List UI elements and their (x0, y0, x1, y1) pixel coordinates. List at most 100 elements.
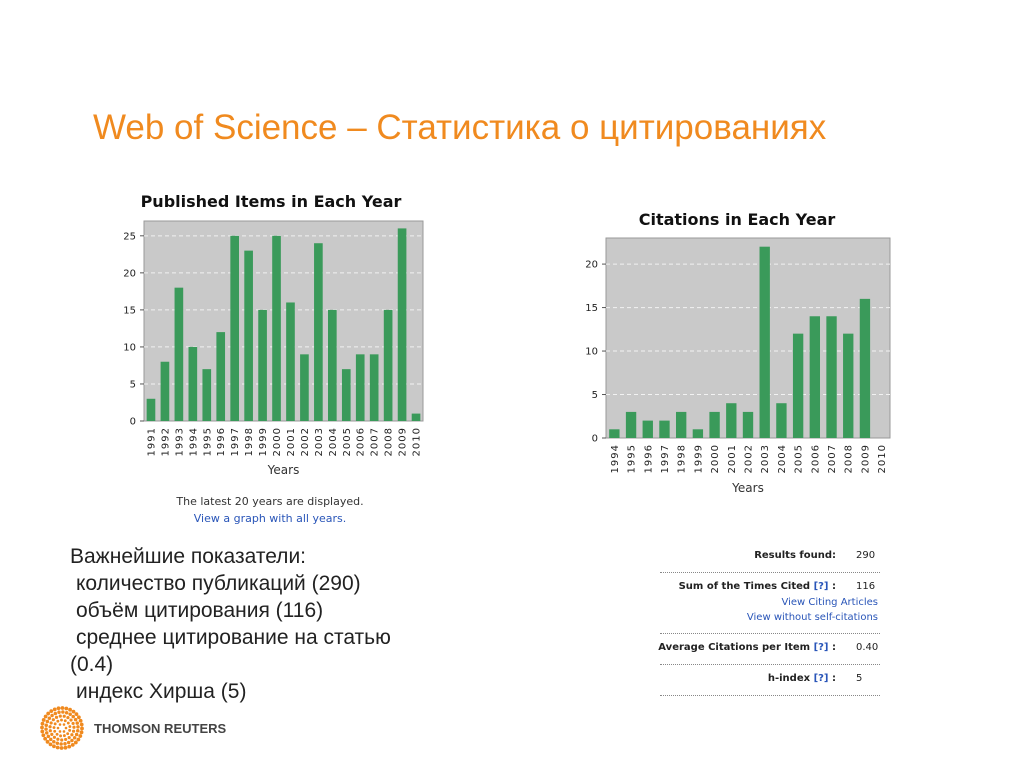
logo-dot (53, 711, 58, 716)
average-help-link[interactable]: [?] (813, 642, 829, 653)
x-tick-label: 1998 (244, 427, 255, 456)
x-tick-label: 1996 (216, 427, 227, 456)
bar-2010 (411, 413, 421, 421)
logo-dot (53, 729, 57, 733)
logo-dot (70, 733, 74, 737)
x-tick-label: 2008 (384, 427, 395, 456)
bar-2005 (792, 333, 804, 438)
x-tick-label: 2002 (300, 427, 311, 456)
y-tick-label: 15 (585, 303, 598, 314)
h-index-row: h-index [?] : 5 (660, 673, 880, 687)
logo-dot (60, 718, 63, 722)
x-tick-label: 2005 (342, 427, 353, 456)
x-tick-label: 2007 (370, 427, 381, 456)
key-indicators-list: Важнейшие показатели: количество публика… (70, 543, 490, 705)
bar-1998 (675, 411, 687, 438)
logo-dot (55, 745, 60, 750)
chart-title: Citations in Each Year (639, 210, 836, 229)
bar-2003 (314, 243, 323, 421)
logo-dot (40, 721, 45, 726)
brand-name: THOMSON REUTERS (94, 721, 227, 736)
x-tick-label: 2002 (744, 444, 755, 473)
x-tick-label: 1999 (693, 444, 704, 473)
logo-dot (68, 712, 72, 717)
y-tick-label: 20 (585, 260, 598, 271)
view-all-years-link[interactable]: View a graph with all years. (193, 512, 347, 525)
h-index-help-link[interactable]: [?] (813, 673, 829, 684)
logo-dot (58, 723, 62, 726)
logo-dot (71, 709, 76, 714)
logo-dot (72, 725, 76, 729)
bar-1999 (692, 429, 704, 438)
bar-2008 (383, 309, 393, 421)
average-citations-label: Average Citations per Item [?] : (658, 642, 836, 653)
bar-2006 (355, 354, 365, 421)
logo-dot (55, 732, 59, 736)
logo-dot (49, 721, 53, 725)
bar-2004 (776, 403, 787, 438)
bar-1993 (174, 287, 184, 421)
indicators-heading: Важнейшие показатели: (70, 545, 307, 568)
published-items-chart: Published Items in Each Year 0 5 10 15 20 25 19… (123, 192, 424, 477)
logo-dot (61, 710, 65, 714)
logo-dot (40, 729, 45, 734)
thomson-reuters-logo-icon (40, 706, 84, 750)
logo-dot (51, 718, 55, 722)
logo-dot (58, 714, 62, 718)
x-tick-label: 1998 (677, 444, 688, 473)
logo-dot (76, 715, 81, 720)
logo-dot (43, 736, 48, 741)
x-tick-label: 2008 (844, 444, 855, 473)
bar-2005 (341, 369, 351, 421)
logo-dot (70, 738, 74, 743)
bar-1997 (659, 420, 670, 438)
view-citing-articles-link[interactable]: View Citing Articles (781, 597, 878, 608)
x-tick-label: 1992 (160, 427, 171, 456)
logo-dot (78, 718, 83, 723)
sum-times-cited-label: Sum of the Times Cited [?] : (678, 581, 836, 592)
bar-1998 (244, 250, 253, 421)
citation-report-stats: Results found: 290 Sum of the Times Cite… (658, 550, 880, 704)
logo-dot (47, 716, 52, 720)
logo-dot (52, 744, 56, 749)
logo-dot (67, 744, 72, 749)
logo-dot (78, 734, 83, 738)
h-index-label: h-index [?] : (767, 673, 836, 684)
x-tick-label: 2006 (356, 427, 367, 456)
logo-dot (70, 742, 75, 747)
logo-dot (44, 727, 48, 731)
view-without-self-citations-link[interactable]: View without self-citations (746, 612, 878, 623)
h-index-value: 5 (856, 673, 863, 684)
logo-dot (64, 726, 68, 730)
indicator-publications: количество публикаций (290) (76, 572, 361, 595)
logo-dot (71, 721, 75, 726)
logo-dot (62, 730, 66, 733)
x-tick-label: 1995 (627, 444, 638, 473)
logo-dot (62, 734, 66, 738)
bar-2007 (369, 354, 379, 421)
logo-dot (52, 707, 57, 712)
logo-dot (66, 721, 70, 725)
logo-dot (41, 718, 46, 722)
bar-1995 (625, 411, 637, 438)
logo-dot (49, 737, 53, 742)
indicator-h-index: индекс Хирша (5) (76, 680, 247, 703)
divider (660, 572, 880, 573)
x-tick-label: 1993 (174, 427, 185, 456)
divider (660, 664, 880, 665)
sum-help-link[interactable]: [?] (813, 581, 829, 592)
logo-dot (71, 729, 76, 733)
logo-dot (46, 711, 51, 716)
y-tick-label: 0 (592, 434, 598, 445)
logo-dot (43, 714, 48, 719)
x-tick-label: 2005 (794, 444, 805, 473)
logo-dot (63, 741, 67, 746)
bar-1997 (230, 235, 239, 421)
x-axis-label: Years (731, 481, 764, 495)
logo-dot (40, 725, 44, 730)
results-found-label: Results found: (754, 550, 836, 561)
bar-2009 (397, 228, 407, 421)
divider (660, 695, 880, 696)
logo-dot (57, 710, 61, 715)
bar-1994 (609, 429, 620, 438)
